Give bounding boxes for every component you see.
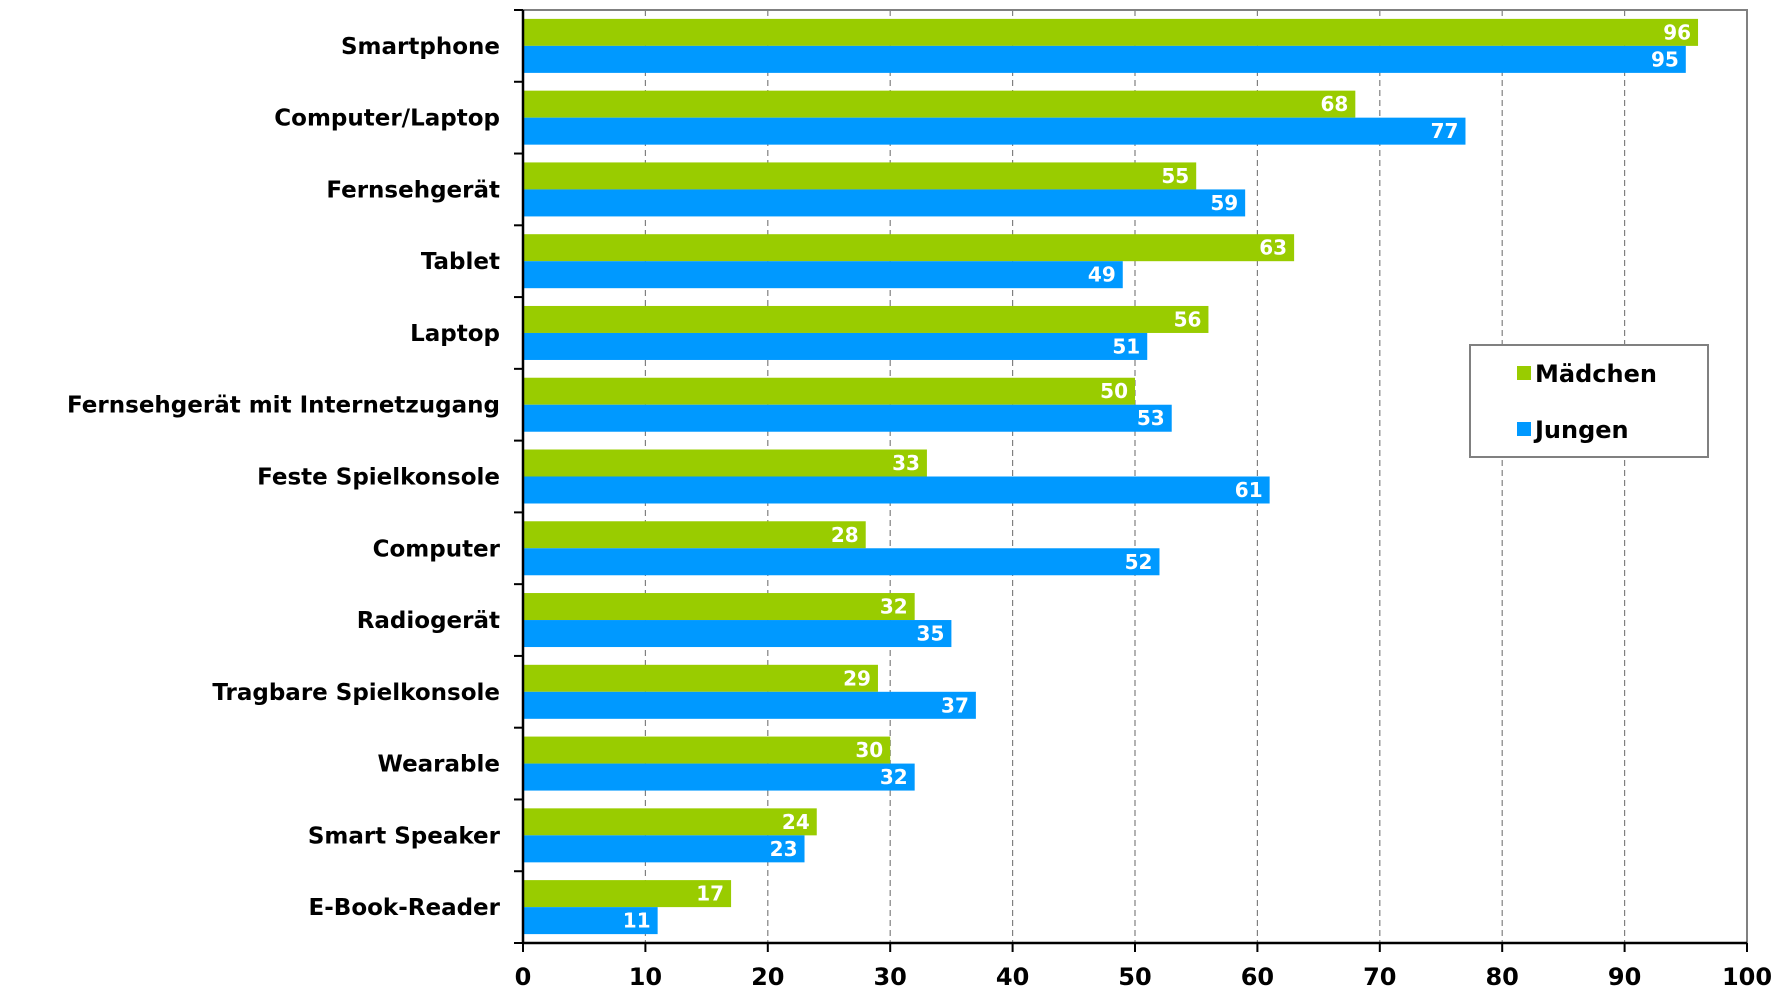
data-label: 11 [623,909,651,933]
category-label: Laptop [410,321,500,347]
data-label: 35 [917,622,945,646]
data-label: 23 [770,837,798,861]
x-tick-label: 0 [515,963,532,988]
legend-label: Mädchen [1535,360,1657,388]
category-label: Computer [373,536,501,562]
category-labels: Smartphone Computer/Laptop Fernsehgerät Tab… [67,34,501,921]
bar-jungen [523,907,658,935]
category-label: Smartphone [341,34,500,60]
axes [514,9,1748,952]
data-label: 32 [880,765,908,789]
legend-swatch [1517,422,1531,436]
bar-jungen [523,117,1466,145]
bar-maedchen [523,18,1699,46]
category-label: Feste Spielkonsole [257,465,500,491]
x-tick-label: 90 [1608,963,1641,988]
bar-maedchen [523,305,1209,333]
category-label: Computer/Laptop [274,106,500,132]
bar-jungen [523,261,1123,289]
bar-maedchen [523,593,915,621]
bar-maedchen [523,449,927,477]
bar-maedchen [523,736,891,764]
bar-jungen [523,332,1148,360]
x-tick-label: 80 [1485,963,1518,988]
data-label: 55 [1161,164,1189,188]
bar-jungen [523,763,915,791]
bar-jungen [523,620,952,648]
data-label: 96 [1663,20,1691,44]
category-label: E-Book-Reader [309,895,501,921]
category-label: Tragbare Spielkonsole [212,680,500,706]
data-label: 51 [1112,334,1140,358]
data-label: 29 [843,666,871,690]
data-label: 17 [696,882,724,906]
bars: 96 95 68 77 55 59 63 49 56 51 50 53 33 61 28 52 32 35 29 37… [523,18,1699,935]
data-label: 32 [880,595,908,619]
data-label: 24 [782,810,810,834]
bar-jungen [523,548,1160,576]
x-tick-label: 50 [1118,963,1151,988]
data-label: 49 [1088,263,1116,287]
data-label: 28 [831,523,859,547]
x-tick-labels: 0 10 20 30 40 50 60 70 80 90 100 [515,963,1772,988]
bar-maedchen [523,377,1135,405]
data-label: 77 [1431,119,1459,143]
data-label: 50 [1100,379,1128,403]
legend-label: Jungen [1533,416,1629,444]
data-label: 37 [941,693,969,717]
x-tick-label: 100 [1722,963,1772,988]
bar-maedchen [523,234,1295,262]
data-label: 59 [1210,191,1238,215]
bar-maedchen [523,808,817,836]
category-label: Fernsehgerät mit Internetzugang [67,393,500,419]
category-label: Fernsehgerät [326,177,500,203]
bar-maedchen [523,880,732,908]
bar-maedchen [523,90,1356,118]
data-label: 53 [1137,406,1165,430]
bar-jungen [523,476,1270,504]
data-label: 61 [1235,478,1263,502]
data-label: 30 [855,738,883,762]
data-label: 52 [1125,550,1153,574]
bar-jungen [523,835,805,863]
x-tick-label: 40 [996,963,1029,988]
category-label: Wearable [378,752,500,778]
data-label: 95 [1651,47,1679,71]
category-label: Tablet [421,249,500,275]
x-tick-label: 70 [1363,963,1396,988]
bar-maedchen [523,162,1197,190]
bar-jungen [523,45,1686,73]
bar-maedchen [523,521,866,549]
bar-jungen [523,404,1172,432]
x-tick-label: 60 [1241,963,1274,988]
bar-maedchen [523,664,878,692]
bar-jungen [523,189,1246,217]
bar-jungen [523,691,976,719]
data-label: 68 [1320,92,1348,116]
x-tick-label: 30 [873,963,906,988]
x-tick-label: 20 [751,963,784,988]
legend-box [1469,344,1709,458]
x-tick-label: 10 [629,963,662,988]
category-label: Smart Speaker [308,823,501,849]
legend: Mädchen Jungen [1469,344,1709,458]
data-label: 33 [892,451,920,475]
data-label: 63 [1259,236,1287,260]
category-label: Radiogerät [357,608,500,634]
legend-swatch [1517,366,1531,380]
data-label: 56 [1174,307,1202,331]
